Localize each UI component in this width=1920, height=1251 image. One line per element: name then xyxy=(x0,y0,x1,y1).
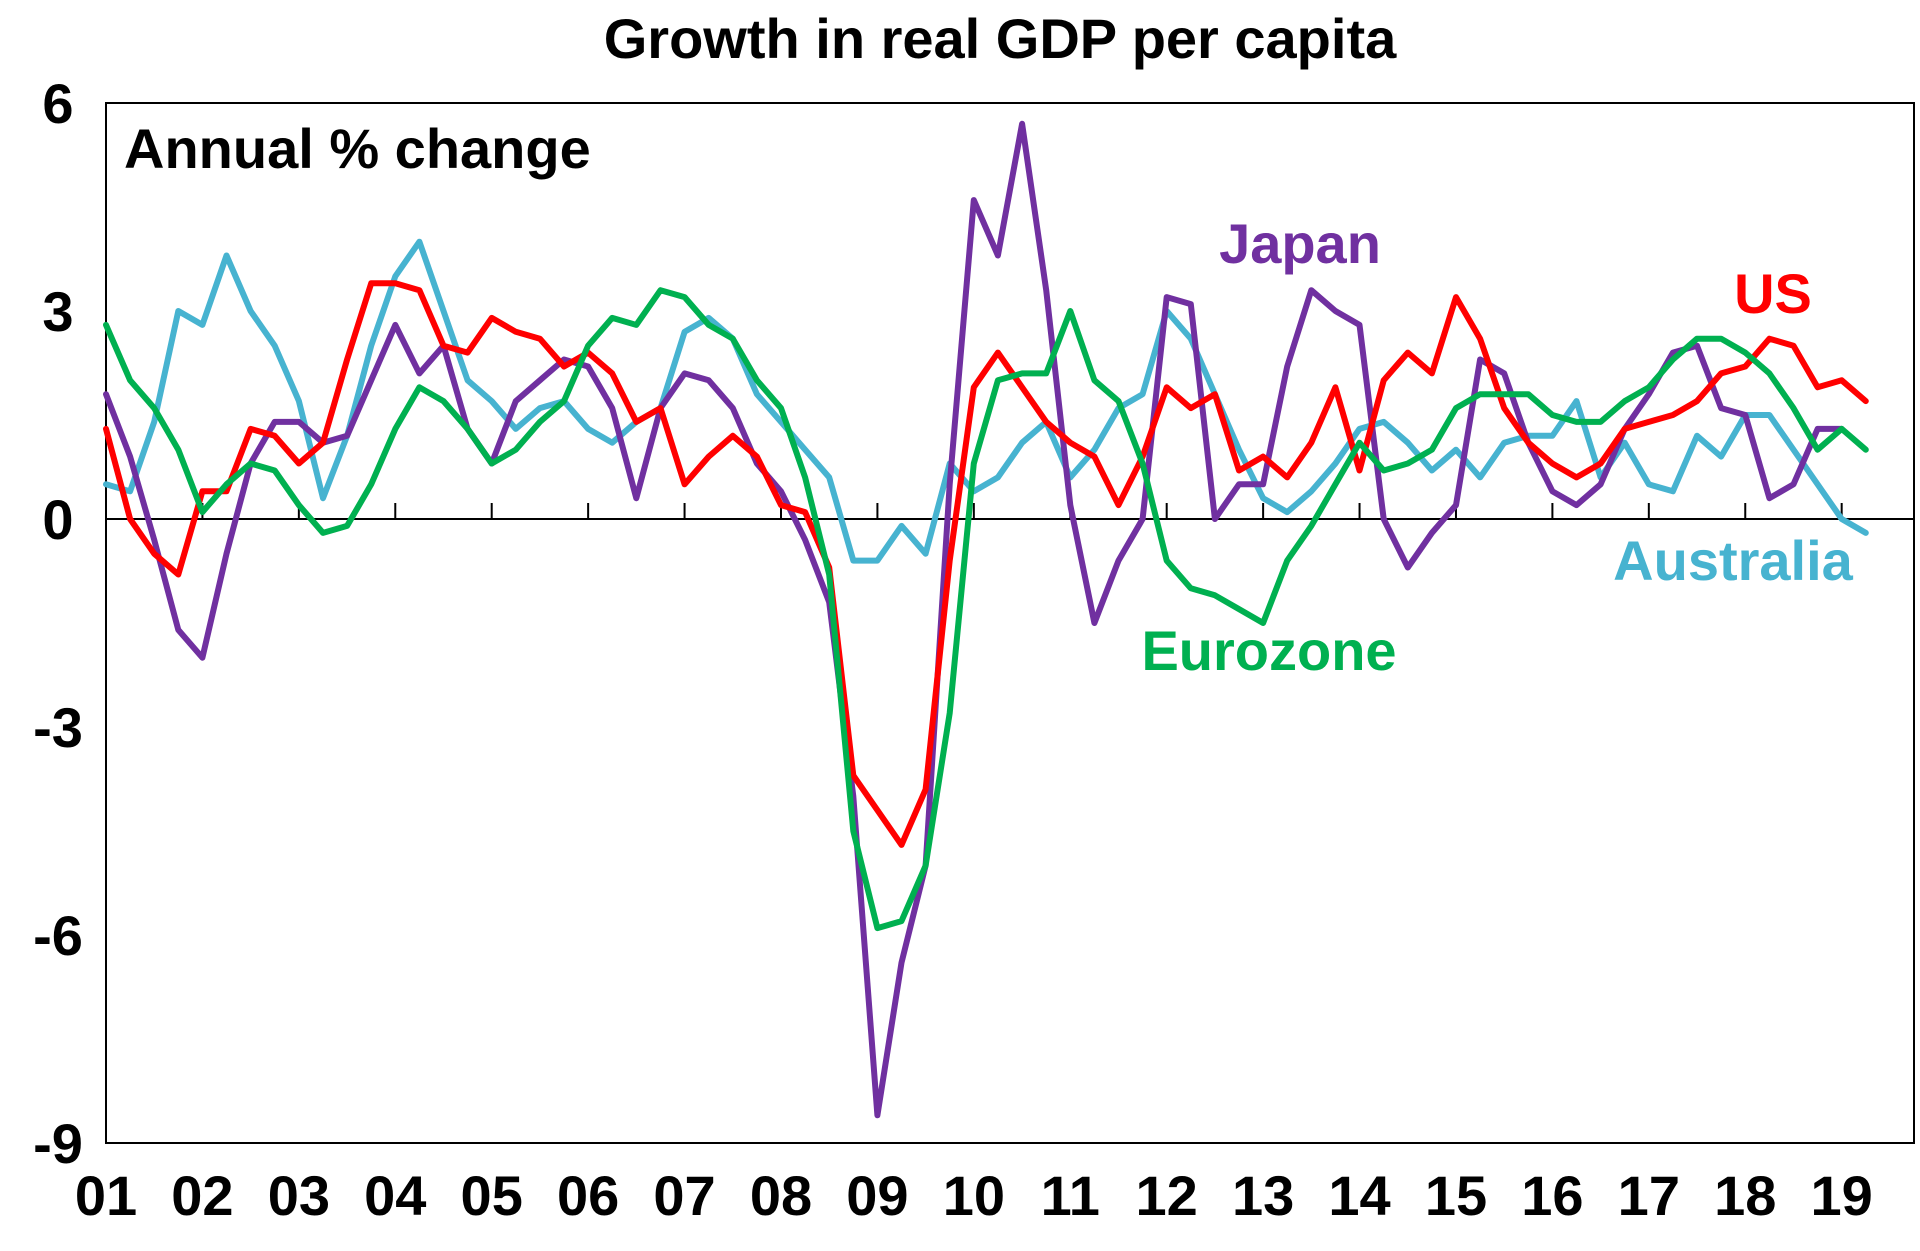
x-tick-label: 01 xyxy=(75,1164,137,1227)
x-tick-label: 16 xyxy=(1521,1164,1583,1227)
y-tick-label: -3 xyxy=(33,696,83,759)
series-line-japan xyxy=(103,120,1845,1119)
x-tick-label: 12 xyxy=(1136,1164,1198,1227)
x-tick-label: 14 xyxy=(1328,1164,1390,1227)
x-tick-label: 06 xyxy=(557,1164,619,1227)
x-tick-label: 10 xyxy=(943,1164,1005,1227)
chart-title: Growth in real GDP per capita xyxy=(604,7,1397,70)
y-tick-labels: 6 3 0 -3 -6 -9 xyxy=(33,72,83,1175)
x-tick-label: 07 xyxy=(653,1164,715,1227)
x-tick-label: 02 xyxy=(171,1164,233,1227)
x-tick-label: 05 xyxy=(461,1164,523,1227)
x-tick-label: 13 xyxy=(1232,1164,1294,1227)
x-tick-label: 11 xyxy=(1041,1164,1100,1227)
x-tick-label: 09 xyxy=(846,1164,908,1227)
series-lines xyxy=(103,120,1869,1119)
y-tick-label: -6 xyxy=(33,904,83,967)
x-tick-label: 03 xyxy=(268,1164,330,1227)
x-tick-label: 19 xyxy=(1811,1164,1873,1227)
x-tick-label: 04 xyxy=(364,1164,426,1227)
series-label-us: US xyxy=(1734,262,1812,325)
x-tick-label: 18 xyxy=(1714,1164,1776,1227)
y-tick-label: 6 xyxy=(42,72,73,135)
x-tick-label: 15 xyxy=(1425,1164,1487,1227)
x-tick-marks xyxy=(105,503,1843,519)
x-tick-label: 17 xyxy=(1618,1164,1680,1227)
series-label-japan: Japan xyxy=(1219,212,1381,275)
y-tick-label: 0 xyxy=(42,488,73,551)
series-line-us xyxy=(103,280,1869,848)
series-line-eurozone xyxy=(103,287,1869,932)
x-tick-labels: 01 02 03 04 05 06 07 08 09 10 11 12 13 14 15 16 17 18 19 xyxy=(75,1164,1873,1227)
plot-area-frame xyxy=(105,102,1915,1144)
series-label-eurozone: Eurozone xyxy=(1141,619,1396,682)
y-tick-label: 3 xyxy=(42,280,73,343)
series-line-australia xyxy=(103,238,1869,564)
x-tick-label: 08 xyxy=(750,1164,812,1227)
y-tick-label: -9 xyxy=(33,1112,83,1175)
series-label-australia: Australia xyxy=(1613,529,1853,592)
chart-subtitle: Annual % change xyxy=(124,117,591,180)
